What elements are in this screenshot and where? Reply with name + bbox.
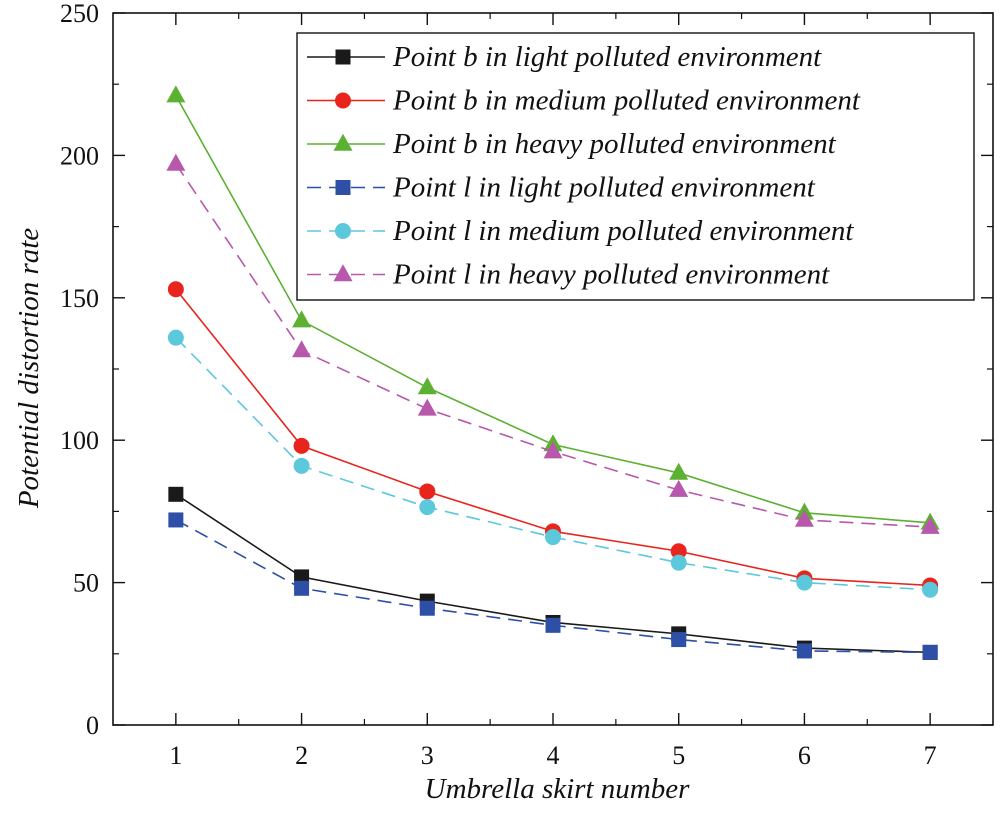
data-point [166, 153, 186, 171]
y-tick-label: 50 [73, 569, 99, 598]
x-tick-label: 6 [798, 741, 811, 770]
y-tick-label: 200 [60, 141, 99, 170]
legend-entry: Point b in medium polluted environment [307, 85, 861, 117]
data-point [669, 462, 689, 480]
data-point [293, 437, 310, 454]
legend-entry: Point l in heavy polluted environment [307, 259, 830, 291]
data-point [419, 600, 435, 616]
axes: 0 50 100 150 200 250 1 2 3 4 5 6 7 [60, 0, 994, 770]
y-tick-label: 250 [60, 0, 99, 28]
data-point [796, 643, 812, 659]
data-point [796, 574, 813, 591]
data-point [166, 85, 186, 103]
data-point [293, 457, 310, 474]
data-point [419, 499, 436, 516]
x-tick-label: 1 [169, 741, 182, 770]
legend-label: Point b in medium polluted environment [392, 85, 861, 117]
data-point [920, 516, 940, 534]
legend-marker [333, 264, 353, 282]
x-tick-label: 2 [295, 741, 308, 770]
data-point [670, 554, 687, 571]
series-1 [168, 486, 938, 660]
x-tick-label: 3 [421, 741, 434, 770]
data-point [794, 509, 814, 527]
x-tick-label: 7 [924, 741, 937, 770]
legend-entry: Point l in light polluted environment [307, 172, 816, 204]
data-point [545, 617, 561, 633]
data-point [671, 632, 687, 648]
data-point [167, 281, 184, 298]
y-tick-label: 150 [60, 284, 99, 313]
data-point [669, 479, 689, 497]
series-4 [168, 512, 938, 660]
y-axis-title: Potential distortion rate [13, 228, 45, 509]
data-point [294, 569, 310, 585]
data-point [292, 310, 312, 328]
data-point [922, 644, 938, 660]
data-point [419, 483, 436, 500]
data-point [168, 512, 184, 528]
legend-entry: Point b in light polluted environment [307, 41, 822, 73]
legend-marker [333, 133, 353, 151]
y-tick-label: 0 [86, 711, 99, 740]
legend-marker [335, 92, 351, 109]
legend-label: Point b in light polluted environment [392, 41, 822, 73]
x-axis-title: Umbrella skirt number [425, 773, 690, 805]
legend: Point b in light polluted environment Poi… [296, 32, 975, 301]
data-point [670, 543, 687, 560]
legend-label: Point l in heavy polluted environment [392, 259, 830, 291]
data-point [292, 340, 312, 358]
x-tick-label: 4 [547, 741, 560, 770]
data-point [922, 581, 939, 598]
data-point [417, 398, 437, 416]
data-point [294, 580, 310, 596]
legend-label: Point b in heavy polluted environment [392, 128, 837, 160]
data-point [168, 486, 184, 502]
data-point [167, 329, 184, 346]
legend-entry: Point l in medium polluted environment [307, 215, 854, 247]
series-layer [166, 85, 940, 660]
data-point [543, 441, 563, 459]
x-tick-label: 5 [672, 741, 685, 770]
y-tick-label: 100 [60, 426, 99, 455]
series-6 [166, 153, 940, 534]
data-point [545, 529, 561, 546]
legend-marker [335, 223, 351, 239]
legend-entry: Point b in heavy polluted environment [307, 128, 837, 160]
legend-label: Point l in light polluted environment [392, 172, 816, 204]
data-point [417, 377, 437, 395]
series-line [175, 337, 931, 591]
legend-box [296, 32, 975, 301]
legend-marker [335, 180, 351, 195]
legend-label: Point l in medium polluted environment [392, 215, 854, 247]
series-5 [167, 329, 939, 598]
legend-marker [335, 49, 351, 65]
